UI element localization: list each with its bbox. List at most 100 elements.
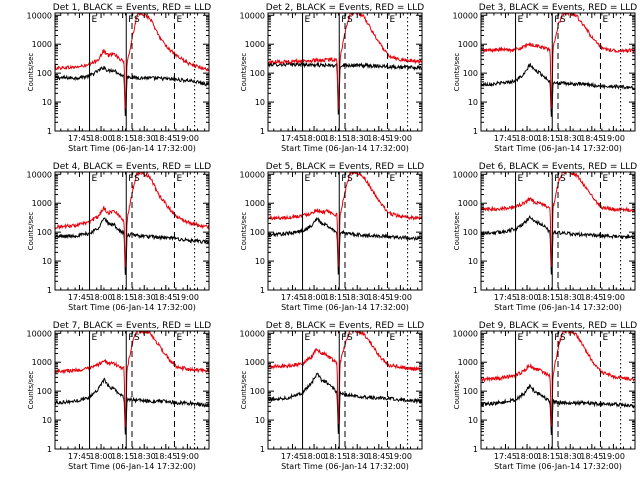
- x-tick-label: 17:45: [494, 134, 517, 143]
- y-axis-label: Counts/sec: [27, 212, 35, 251]
- y-tick-label: 10000: [27, 170, 52, 179]
- panel-title: Det 8, BLACK = Events, RED = LLD: [266, 321, 425, 331]
- marker-label: F: [341, 15, 346, 25]
- lightcurve-panel-det-5: E F S E11010010001000017:4518:0018:1518:301…: [240, 162, 425, 312]
- y-tick-label: 100: [250, 228, 265, 237]
- panel-title: Det 6, BLACK = Events, RED = LLD: [479, 162, 638, 172]
- x-tick-label: 17:45: [68, 134, 91, 143]
- marker-label: S: [134, 333, 140, 343]
- series-lld-line: [55, 13, 209, 109]
- plot-frame: [54, 12, 210, 132]
- marker-label: F: [341, 174, 346, 184]
- panel-title: Det 3, BLACK = Events, RED = LLD: [479, 3, 638, 13]
- y-tick-label: 10000: [27, 11, 52, 20]
- plot-frame: [480, 12, 636, 132]
- y-tick-label: 10: [255, 98, 265, 107]
- marker-label: E: [176, 15, 182, 25]
- y-tick-label: 1: [47, 286, 52, 295]
- x-tick-label: 19:00: [602, 293, 625, 302]
- plot-frame: [267, 171, 423, 291]
- x-tick-label: 18:00: [516, 293, 539, 302]
- x-tick-label: 18:15: [111, 293, 134, 302]
- y-tick-label: 1: [473, 286, 478, 295]
- y-axis-label: Counts/sec: [453, 371, 461, 410]
- x-tick-label: 19:00: [176, 293, 199, 302]
- x-tick-label: 18:15: [324, 452, 347, 461]
- x-tick-label: 19:00: [602, 134, 625, 143]
- y-tick-label: 1000: [32, 199, 52, 208]
- y-axis-label: Counts/sec: [453, 212, 461, 251]
- y-tick-label: 10000: [240, 11, 265, 20]
- y-tick-label: 10000: [453, 11, 478, 20]
- y-tick-label: 1000: [245, 40, 265, 49]
- y-tick-label: 100: [463, 228, 478, 237]
- y-tick-label: 1: [473, 445, 478, 454]
- x-tick-label: 18:30: [559, 293, 582, 302]
- marker-label: E: [518, 15, 524, 25]
- x-tick-label: 19:00: [389, 452, 412, 461]
- x-axis-label: Start Time (06-Jan-14 17:32:00): [281, 303, 409, 312]
- plot-frame: [54, 171, 210, 291]
- x-tick-label: 18:00: [303, 452, 326, 461]
- marker-label: S: [560, 333, 566, 343]
- marker-label: E: [176, 174, 182, 184]
- x-tick-label: 18:45: [580, 452, 603, 461]
- y-tick-label: 10000: [453, 170, 478, 179]
- y-tick-label: 10000: [453, 329, 478, 338]
- lightcurve-panel-det-2: E F S E11010010001000017:4518:0018:1518:301…: [240, 3, 425, 153]
- y-tick-label: 10: [468, 98, 478, 107]
- plot-frame: [267, 330, 423, 450]
- x-axis-label: Start Time (06-Jan-14 17:32:00): [68, 462, 196, 471]
- marker-label: F: [554, 174, 559, 184]
- x-axis-label: Start Time (06-Jan-14 17:32:00): [68, 303, 196, 312]
- x-tick-label: 18:15: [324, 293, 347, 302]
- x-tick-label: 18:45: [580, 134, 603, 143]
- x-tick-label: 18:45: [154, 293, 177, 302]
- y-tick-label: 1000: [458, 40, 478, 49]
- x-tick-label: 19:00: [602, 452, 625, 461]
- marker-label: E: [389, 174, 395, 184]
- lightcurve-panel-det-7: E F S E11010010001000017:4518:0018:1518:301…: [27, 321, 212, 471]
- y-tick-label: 100: [250, 387, 265, 396]
- plot-frame: [480, 171, 636, 291]
- y-tick-label: 1000: [245, 199, 265, 208]
- y-tick-label: 100: [37, 228, 52, 237]
- y-tick-label: 100: [250, 69, 265, 78]
- x-axis-label: Start Time (06-Jan-14 17:32:00): [494, 144, 622, 153]
- marker-label: E: [176, 333, 182, 343]
- y-tick-label: 1000: [245, 358, 265, 367]
- y-tick-label: 10: [255, 257, 265, 266]
- y-axis-label: Counts/sec: [453, 53, 461, 92]
- y-axis-label: Counts/sec: [27, 53, 35, 92]
- x-tick-label: 18:30: [346, 452, 369, 461]
- x-tick-label: 18:30: [346, 134, 369, 143]
- y-tick-label: 1: [260, 286, 265, 295]
- y-tick-label: 10: [255, 416, 265, 425]
- marker-label: S: [134, 15, 140, 25]
- y-tick-label: 10: [468, 416, 478, 425]
- marker-label: F: [554, 15, 559, 25]
- x-tick-label: 18:15: [537, 452, 560, 461]
- y-tick-label: 1: [473, 127, 478, 136]
- y-tick-label: 10: [42, 416, 52, 425]
- x-tick-label: 19:00: [176, 452, 199, 461]
- marker-label: E: [518, 333, 524, 343]
- x-axis-label: Start Time (06-Jan-14 17:32:00): [68, 144, 196, 153]
- y-tick-label: 100: [37, 69, 52, 78]
- marker-label: E: [518, 174, 524, 184]
- y-tick-label: 1000: [32, 40, 52, 49]
- lightcurve-panel-det-8: E F S E11010010001000017:4518:0018:1518:301…: [240, 321, 425, 471]
- y-axis-label: Counts/sec: [240, 53, 248, 92]
- marker-label: S: [347, 174, 353, 184]
- lightcurve-panel-det-6: E F S E11010010001000017:4518:0018:1518:301…: [453, 162, 638, 312]
- panel-title: Det 1, BLACK = Events, RED = LLD: [53, 3, 212, 13]
- panel-title: Det 2, BLACK = Events, RED = LLD: [266, 3, 425, 13]
- series-events-line: [481, 214, 635, 275]
- marker-label: E: [389, 15, 395, 25]
- x-tick-label: 18:15: [324, 134, 347, 143]
- x-tick-label: 18:45: [580, 293, 603, 302]
- x-axis-label: Start Time (06-Jan-14 17:32:00): [281, 462, 409, 471]
- y-tick-label: 1: [260, 445, 265, 454]
- marker-label: E: [92, 333, 98, 343]
